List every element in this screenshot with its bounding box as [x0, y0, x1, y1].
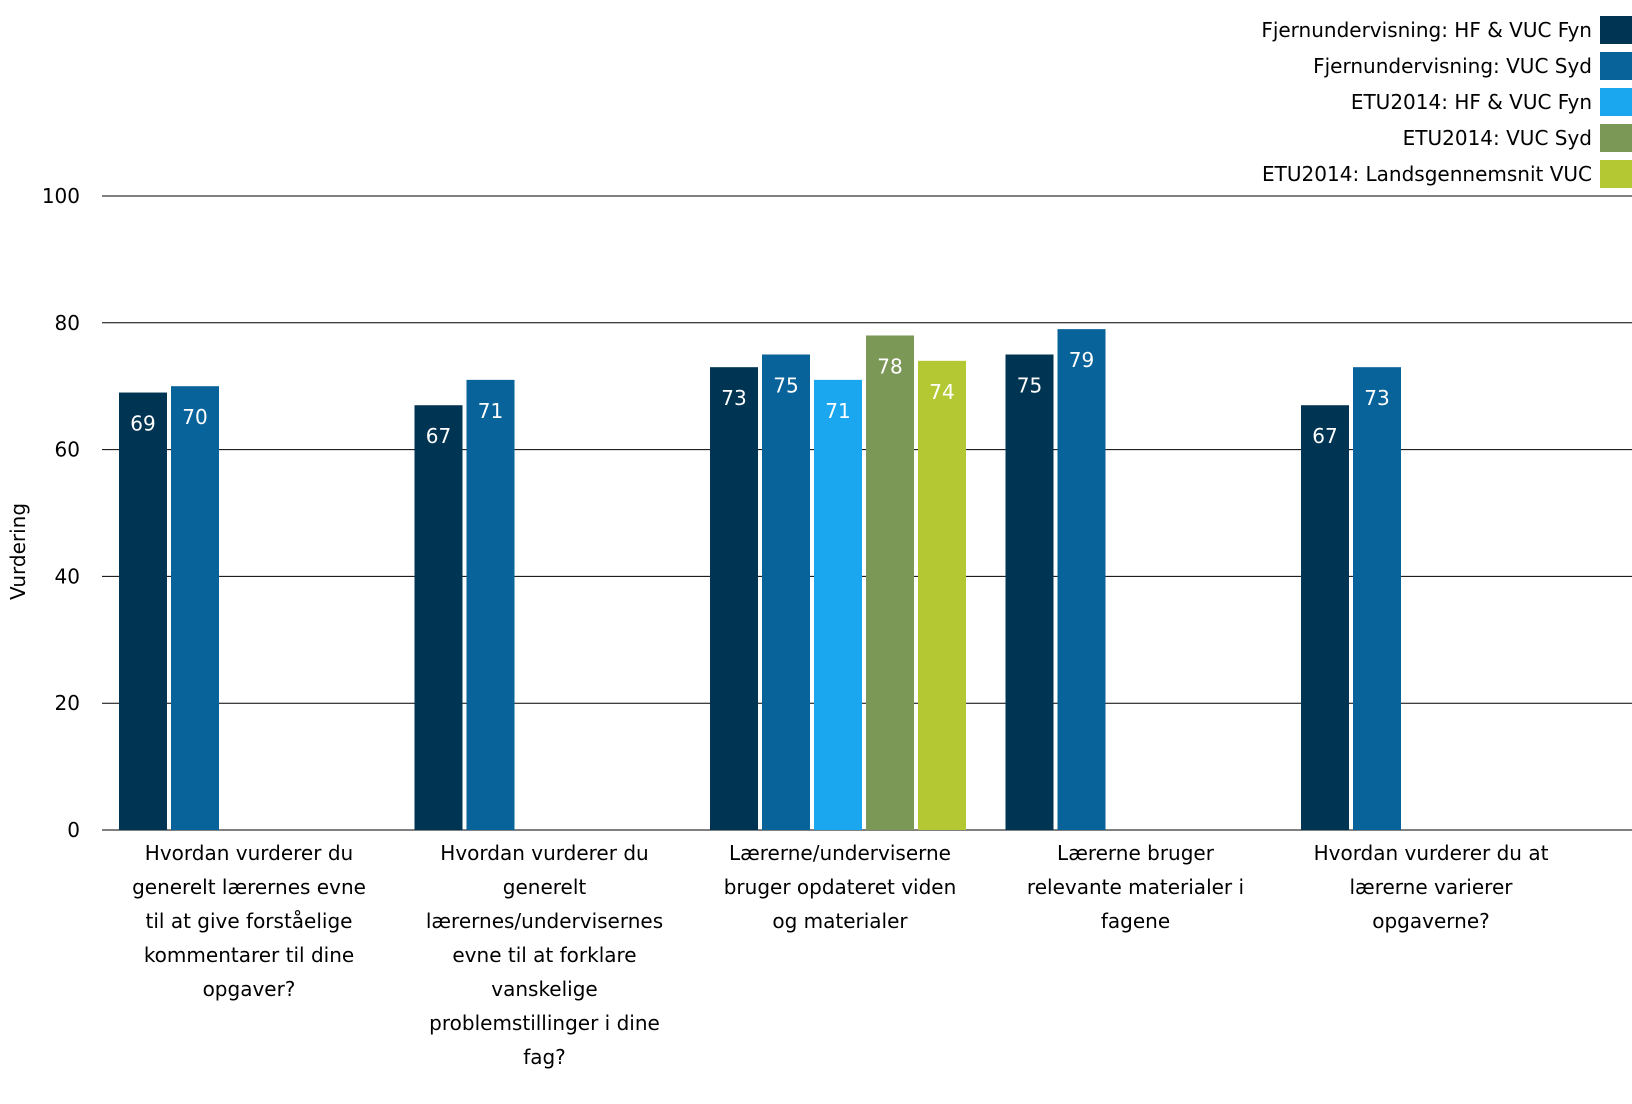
x-tick-label-line: lærerne varierer: [1349, 875, 1513, 899]
legend-item: Fjernundervisning: HF & VUC Fyn: [1261, 12, 1632, 48]
legend-swatch: [1600, 88, 1632, 116]
bar-value-label: 70: [182, 405, 207, 429]
x-tick-label: Hvordan vurderer du at lærerne varierer op…: [1296, 836, 1566, 938]
bar: [119, 392, 167, 830]
bar-value-label: 79: [1069, 348, 1094, 372]
bar: [762, 354, 810, 830]
legend-item: ETU2014: VUC Syd: [1261, 120, 1632, 156]
x-tick-label: Lærerne bruger relevante materialer i fage…: [996, 836, 1276, 938]
bar: [171, 386, 219, 830]
x-tick-label-line: Lærerne/underviserne: [728, 841, 951, 865]
x-tick-label-line: Lærerne bruger: [1057, 841, 1214, 865]
bar-value-label: 69: [130, 412, 155, 436]
legend-swatch: [1600, 160, 1632, 188]
legend-label: Fjernundervisning: HF & VUC Fyn: [1261, 18, 1592, 42]
bar-value-label: 67: [1312, 424, 1337, 448]
bar: [866, 335, 914, 830]
x-tick-label-line: evne til at forklare: [452, 943, 637, 967]
x-tick-label-line: relevante materialer i: [1026, 875, 1245, 899]
x-tick-label-line: vanskelige: [491, 977, 598, 1001]
bar: [918, 360, 966, 830]
x-tick-label-line: fag?: [523, 1045, 566, 1069]
legend-swatch: [1600, 124, 1632, 152]
legend-item: ETU2014: Landsgennemsnit VUC: [1261, 156, 1632, 192]
bar: [1301, 405, 1349, 830]
bar: [1057, 329, 1106, 830]
legend-label: ETU2014: Landsgennemsnit VUC: [1262, 162, 1592, 186]
x-tick-label: Hvordan vurderer du generelt lærernes/unde…: [405, 836, 685, 1074]
legend-label: Fjernundervisning: VUC Syd: [1313, 54, 1592, 78]
bar-value-label: 67: [426, 424, 451, 448]
legend-label: ETU2014: HF & VUC Fyn: [1350, 90, 1592, 114]
y-tick-label: 100: [42, 184, 80, 208]
x-tick-label: Lærerne/underviserne bruger opdateret vid…: [700, 836, 980, 938]
x-tick-label-line: opgaver?: [202, 977, 296, 1001]
bar-value-label: 75: [773, 374, 798, 398]
legend-item: ETU2014: HF & VUC Fyn: [1261, 84, 1632, 120]
x-tick-label: Hvordan vurderer du generelt lærernes evn…: [109, 836, 389, 1006]
x-tick-label-line: kommentarer til dine: [143, 943, 355, 967]
x-tick-label-line: Hvordan vurderer du at: [1313, 841, 1549, 865]
bar-value-label: 71: [825, 399, 850, 423]
x-tick-label-line: fagene: [1100, 909, 1171, 933]
legend-swatch: [1600, 52, 1632, 80]
bar-value-label: 78: [877, 354, 902, 378]
legend: Fjernundervisning: HF & VUC Fyn Fjernunde…: [1261, 12, 1632, 192]
bar-value-label: 73: [1364, 386, 1389, 410]
y-tick-label: 20: [55, 691, 80, 715]
bar-value-label: 71: [478, 399, 503, 423]
x-tick-label-line: generelt lærernes evne: [132, 875, 366, 899]
legend-item: Fjernundervisning: VUC Syd: [1261, 48, 1632, 84]
legend-label: ETU2014: VUC Syd: [1402, 126, 1592, 150]
bar: [466, 379, 515, 830]
x-tick-label-line: til at give forståelige: [145, 909, 353, 933]
x-tick-label-line: generelt: [502, 875, 587, 899]
bar-value-label: 73: [721, 386, 746, 410]
bar: [1353, 367, 1401, 830]
x-tick-label-line: opgaverne?: [1372, 909, 1490, 933]
x-tick-label-line: Hvordan vurderer du: [144, 841, 354, 865]
x-tick-label-line: og materialer: [772, 909, 908, 933]
bar: [1005, 354, 1054, 830]
y-tick-label: 0: [67, 818, 80, 842]
bar: [710, 367, 758, 830]
x-tick-label-line: bruger opdateret viden: [723, 875, 957, 899]
y-tick-label: 60: [55, 438, 80, 462]
bar-value-label: 75: [1017, 374, 1042, 398]
y-tick-label: 40: [55, 564, 80, 588]
x-tick-label-line: lærernes/undervisernes: [425, 909, 664, 933]
bar: [814, 379, 862, 830]
legend-swatch: [1600, 16, 1632, 44]
y-tick-label: 80: [55, 311, 80, 335]
x-tick-label-line: problemstillinger i dine: [429, 1011, 660, 1035]
x-tick-label-line: Hvordan vurderer du: [440, 841, 649, 865]
bar-value-label: 74: [929, 380, 954, 404]
bar: [414, 405, 463, 830]
